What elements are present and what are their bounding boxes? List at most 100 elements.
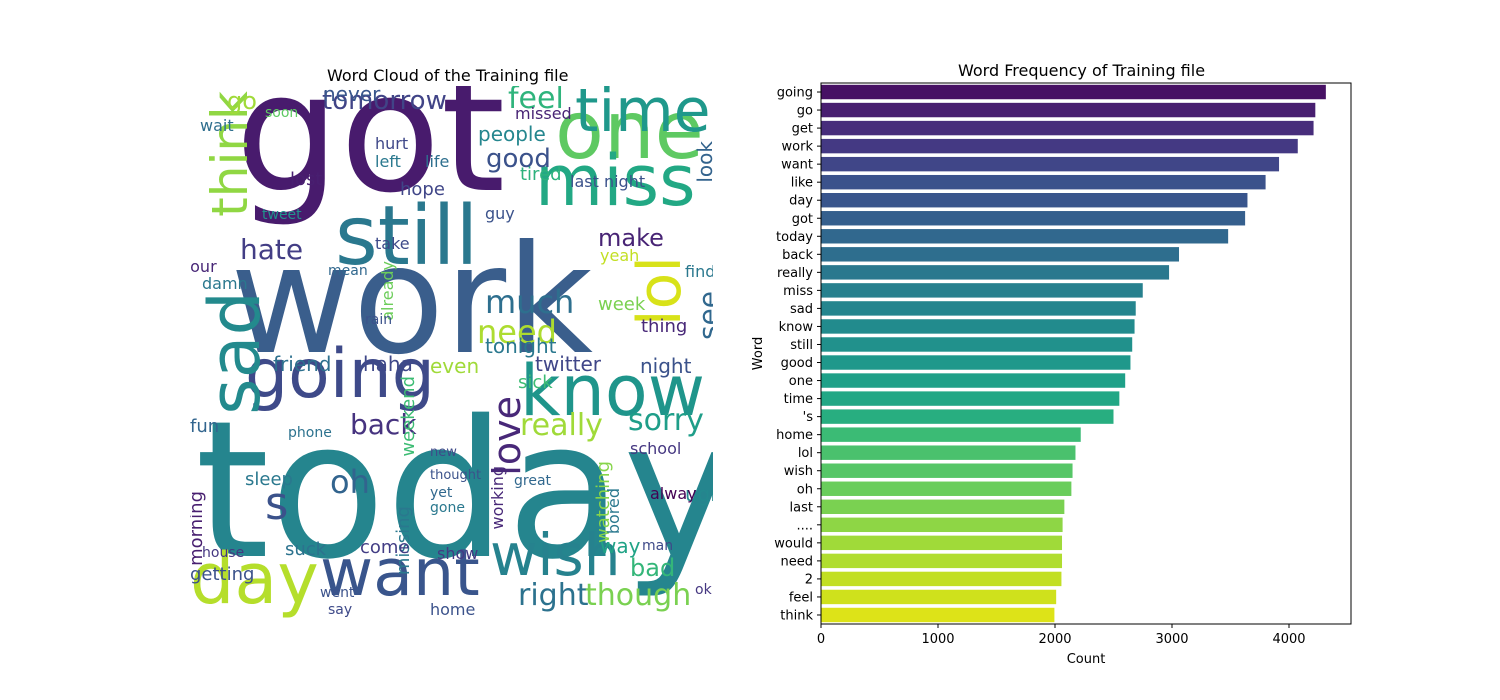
x-tick-label: 2000 — [1038, 632, 1071, 647]
word-lost: lost — [290, 169, 323, 190]
word-say: say — [328, 602, 353, 618]
y-axis-label: Word — [751, 337, 766, 370]
word-week: week — [598, 294, 646, 315]
word-hope: hope — [400, 179, 445, 200]
word-even: even — [430, 354, 480, 378]
y-tick-label: back — [782, 248, 813, 263]
word-go: go — [227, 87, 257, 115]
word-new: new — [430, 445, 457, 460]
bar-home — [821, 427, 1081, 442]
y-tick-label: work — [782, 140, 814, 155]
word-missed: missed — [515, 104, 572, 123]
y-tick-label: oh — [797, 482, 813, 497]
word-make: make — [598, 224, 664, 252]
word-find: find — [685, 262, 713, 281]
bar-like — [821, 174, 1266, 190]
word-haha: haha — [363, 352, 413, 376]
y-tick-label: get — [792, 122, 813, 137]
word-gone: gone — [430, 500, 465, 516]
bar-oh — [821, 481, 1072, 496]
bar-time — [821, 391, 1120, 406]
bar-still — [821, 337, 1133, 352]
word-twitter: twitter — [535, 352, 601, 376]
word-tonight: tonight — [485, 334, 557, 358]
word-much: much — [485, 283, 575, 321]
bar-one — [821, 373, 1126, 388]
y-tick-label: really — [777, 266, 813, 281]
x-tick-label: 1000 — [921, 632, 954, 647]
bar-would — [821, 535, 1063, 551]
bar-got — [821, 211, 1246, 226]
y-tick-label: want — [781, 158, 813, 173]
bar-last — [821, 499, 1065, 514]
bar-back — [821, 247, 1180, 262]
word-mean: mean — [328, 263, 368, 279]
word-oh: oh — [330, 463, 370, 501]
word-tweet: tweet — [262, 207, 302, 223]
word-home: home — [430, 600, 476, 619]
word-house: house — [202, 545, 245, 561]
word-alway: alway — [650, 484, 697, 503]
wordcloud-title: Word Cloud of the Training file — [327, 66, 569, 85]
y-tick-label: still — [790, 338, 813, 353]
bar-feel — [821, 589, 1057, 605]
x-axis-label: Count — [1067, 652, 1106, 667]
y-tick-label: going — [777, 86, 813, 101]
y-tick-label: last — [790, 500, 813, 515]
word-want: want — [320, 536, 480, 611]
word-wish: wish — [490, 521, 621, 589]
bar-chart-title: Word Frequency of Training file — [958, 61, 1206, 80]
word-cloud: work today got want know going one miss day still… — [190, 86, 713, 619]
x-tick-label: 4000 — [1272, 632, 1305, 647]
word-hour: hour — [190, 257, 217, 276]
word-time: time — [575, 86, 711, 146]
word-today: today — [195, 380, 713, 601]
word-last-night: last night — [570, 172, 646, 191]
word-work: work — [230, 214, 593, 388]
word-soon: soon — [265, 105, 299, 121]
word-suck: suck — [285, 539, 327, 560]
y-tick-label: miss — [783, 284, 813, 299]
word-still: still — [335, 189, 479, 284]
bar-need — [821, 553, 1063, 569]
y-tick-label: wish — [784, 464, 813, 479]
bar-wish — [821, 463, 1073, 478]
word-sleep: sleep — [245, 469, 293, 490]
y-tick-label: time — [784, 392, 813, 407]
word-ugh: ugh — [685, 482, 713, 506]
word-great: great — [514, 473, 552, 489]
word-life: life — [425, 152, 450, 171]
y-tick-label: 's — [803, 410, 814, 425]
word-tired: tired — [520, 164, 562, 185]
y-tick-label: know — [779, 320, 814, 335]
word-night: night — [640, 354, 692, 378]
bar-'s — [821, 409, 1114, 424]
y-tick-label: think — [780, 608, 813, 623]
bar-sad — [821, 301, 1136, 316]
y-tick-label: got — [792, 212, 813, 227]
word-people: people — [478, 122, 546, 146]
bar-go — [821, 102, 1316, 118]
bar-2 — [821, 571, 1062, 587]
word-way: way — [600, 534, 641, 558]
y-tick-label: like — [791, 176, 813, 191]
word-getting: getting — [190, 564, 255, 585]
y-tick-label: .... — [796, 518, 813, 533]
bar-think — [821, 607, 1055, 623]
y-tick-label: good — [781, 356, 813, 371]
word-thought: thought — [430, 468, 482, 483]
word-got: got — [235, 86, 506, 229]
word-come: come — [360, 537, 410, 558]
bar-know — [821, 319, 1135, 334]
word-left: left — [375, 152, 401, 171]
word-day: day — [190, 538, 319, 619]
bar-.... — [821, 517, 1063, 533]
word-ok: ok — [695, 582, 712, 598]
word-guy: guy — [485, 204, 515, 223]
y-tick-label: need — [781, 554, 814, 569]
word-bad: bad — [630, 554, 676, 582]
y-tick-label: one — [789, 374, 813, 389]
word-hate: hate — [240, 233, 304, 266]
word-hurt: hurt — [375, 134, 409, 153]
word-fun: fun — [190, 416, 220, 437]
